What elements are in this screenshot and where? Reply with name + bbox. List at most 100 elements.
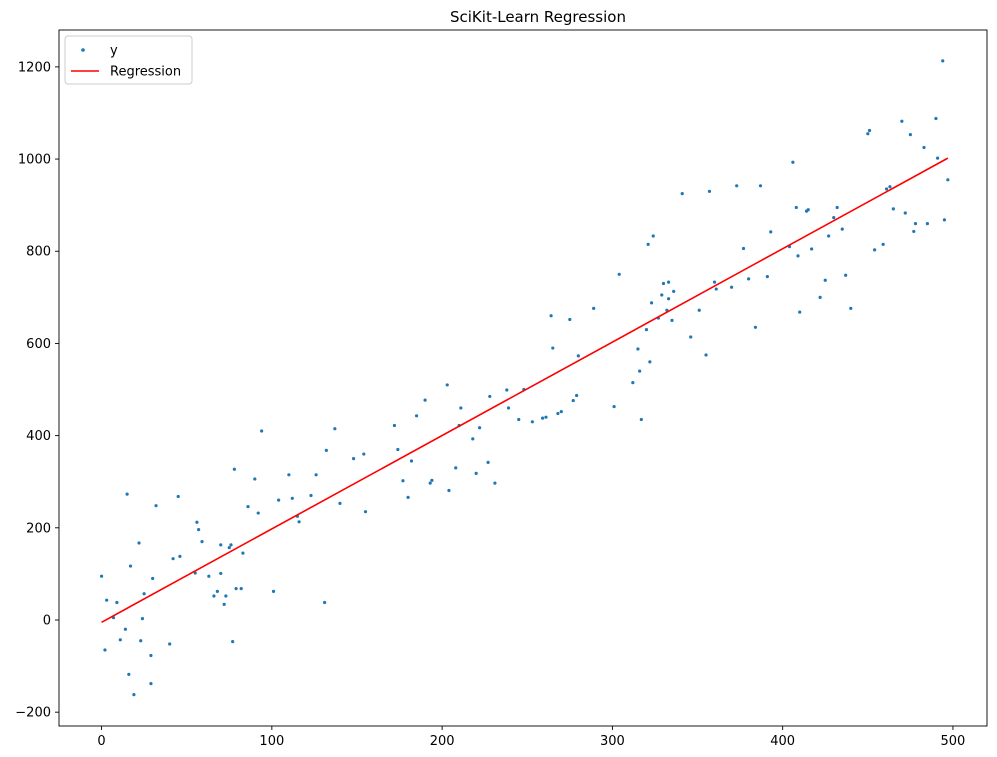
scatter-point — [707, 189, 712, 193]
scatter-point — [873, 248, 877, 252]
scatter-point — [934, 116, 938, 121]
scatter-point — [936, 156, 940, 160]
scatter-point — [232, 467, 236, 471]
scatter-point — [844, 273, 848, 277]
scatter-point — [912, 229, 916, 234]
scatter-point — [670, 318, 674, 322]
scatter-point — [881, 242, 885, 246]
scatter-point — [827, 234, 831, 238]
scatter-point — [430, 478, 434, 482]
scatter-point — [661, 281, 666, 286]
scatter-point — [818, 295, 822, 299]
scatter-point — [115, 600, 119, 605]
scatter-point — [530, 420, 534, 424]
scatter-point — [271, 589, 276, 594]
scatter-point — [913, 221, 918, 226]
scatter-point — [474, 471, 478, 476]
legend-label: Regression — [110, 65, 181, 80]
scatter-point — [123, 627, 128, 631]
scatter-point — [428, 481, 432, 485]
scatter-point — [125, 492, 129, 496]
scatter-point — [215, 589, 219, 594]
scatter-point — [636, 347, 640, 351]
scatter-point — [256, 511, 260, 515]
scatter-point — [168, 642, 172, 646]
scatter-point — [551, 346, 555, 350]
y-tick-label: 600 — [26, 337, 51, 352]
scatter-point — [888, 185, 892, 189]
scatter-point — [866, 132, 870, 136]
scatter-point — [666, 297, 671, 301]
scatter-point — [660, 293, 664, 297]
x-tick-label: 500 — [941, 734, 966, 749]
scatter-point — [946, 178, 950, 182]
legend: y Regression — [64, 35, 193, 85]
scatter-point — [488, 394, 492, 399]
scatter-point — [197, 528, 201, 532]
scatter-point — [176, 494, 180, 499]
scatter-point — [796, 254, 800, 258]
scatter-point — [922, 145, 926, 150]
scatter-point — [617, 272, 621, 276]
scatter-point — [575, 393, 579, 398]
y-tick-label: 800 — [26, 245, 51, 260]
scatter-point — [140, 617, 145, 621]
scatter-point — [798, 310, 802, 314]
axes-frame — [58, 29, 988, 727]
scatter-point — [477, 426, 482, 430]
scatter-point — [505, 388, 509, 392]
scatter-point — [559, 410, 563, 414]
scatter-point — [549, 314, 553, 318]
scatter-point — [832, 215, 836, 220]
scatter-point — [758, 184, 763, 188]
scatter-point — [219, 543, 223, 547]
legend-label: y — [110, 44, 118, 59]
scatter-point — [396, 447, 400, 452]
scatter-point — [704, 353, 708, 357]
scatter-point — [794, 205, 798, 210]
scatter-point — [712, 280, 717, 284]
y-tick-label: 1000 — [18, 153, 51, 168]
scatter-point — [362, 452, 366, 456]
scatter-point — [835, 205, 839, 210]
scatter-point — [493, 481, 497, 485]
scatter-point — [127, 672, 131, 676]
scatter-point — [454, 466, 458, 470]
scatter-point — [891, 207, 895, 211]
scatter-point — [297, 520, 301, 524]
scatter-point — [753, 325, 758, 329]
scatter-point — [568, 317, 572, 322]
scatter-point — [714, 287, 718, 291]
scatter-point — [338, 501, 342, 505]
y-tick-label: 400 — [26, 429, 51, 444]
scatter-point — [517, 417, 521, 422]
scatter-point — [277, 498, 281, 502]
scatter-point — [639, 417, 643, 422]
y-tick-label: −200 — [15, 706, 51, 721]
scatter-point — [253, 477, 257, 481]
scatter-point — [867, 128, 872, 133]
scatter-point — [810, 247, 814, 251]
scatter-point — [409, 459, 414, 463]
scatter-point — [651, 234, 655, 238]
scatter-point — [765, 274, 769, 279]
scatter-point — [908, 133, 912, 137]
chart-title: SciKit-Learn Regression — [450, 8, 626, 26]
scatter-point — [323, 600, 327, 605]
legend-marker-scatter — [81, 48, 85, 52]
scatter-point — [290, 496, 294, 500]
scatter-point — [333, 427, 337, 431]
scatter-point — [840, 227, 844, 231]
scatter-point — [689, 335, 693, 339]
scatter-point — [195, 520, 199, 524]
scatter-point — [735, 184, 739, 188]
scatter-point — [447, 488, 451, 493]
scatter-point — [638, 369, 642, 373]
scatter-point — [231, 640, 235, 644]
plot-area — [99, 59, 950, 697]
scatter-point — [823, 278, 827, 282]
scatter-point — [392, 423, 397, 428]
scatter-point — [99, 574, 104, 578]
scatter-point — [151, 576, 155, 581]
x-tick-label: 200 — [430, 734, 455, 749]
